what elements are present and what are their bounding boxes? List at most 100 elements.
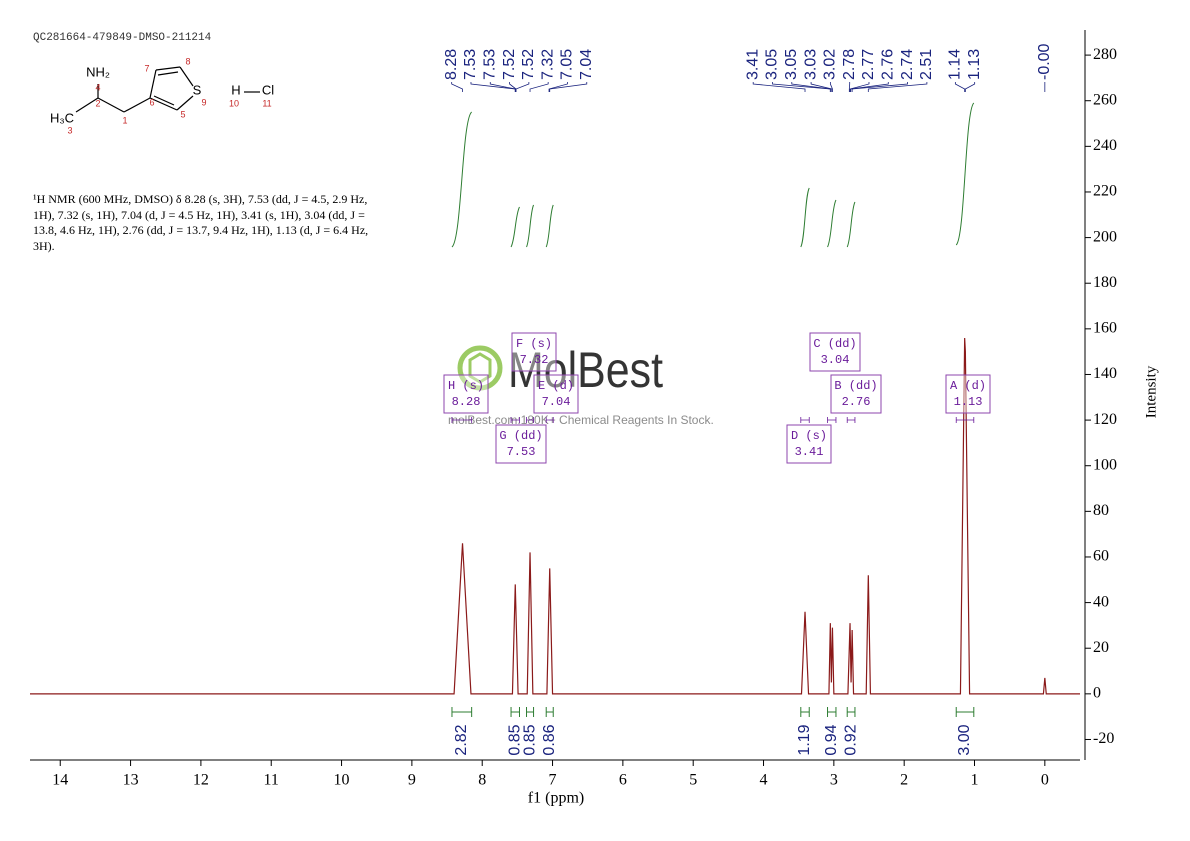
peak-connector: [849, 82, 870, 92]
peak-label: 3.05: [764, 49, 781, 80]
y-tick-label: 260: [1093, 91, 1117, 108]
peak-label: 2.77: [860, 49, 877, 80]
multiplet-bracket: [955, 417, 975, 423]
peak-label: 3.03: [802, 49, 819, 80]
peak-connector: [548, 82, 568, 92]
peak-connector: [752, 82, 806, 92]
multiplet-name: D (s): [791, 429, 827, 443]
atom-label: H₃C: [50, 110, 74, 125]
x-tick-label: 6: [619, 772, 627, 789]
peak-connector: [810, 82, 833, 92]
multiplet-bracket: [800, 417, 810, 423]
y-tick-label: 280: [1093, 46, 1117, 63]
integral-label: 0.85: [506, 724, 523, 755]
multiplet-name: F (s): [516, 337, 552, 351]
peak-label: -0.00: [1036, 43, 1053, 80]
y-tick-label: 200: [1093, 228, 1117, 245]
watermark-tagline: molBest.com:180K+ Chemical Reagents In S…: [448, 413, 714, 427]
multiplet-bracket: [827, 417, 837, 423]
peak-connector: [829, 82, 833, 92]
multiplet-shift: 3.04: [821, 353, 850, 367]
multiplet-shift: 7.53: [507, 445, 536, 459]
peak-label: 1.14: [947, 49, 964, 80]
peak-connector: [791, 82, 831, 92]
x-tick-label: 7: [549, 772, 557, 789]
peak-connector: [489, 82, 516, 92]
chart-title: QC281664-479849-DMSO-211214: [33, 32, 212, 44]
peak-connector: [867, 82, 928, 92]
y-axis-label: Intensity: [1143, 365, 1159, 418]
y-tick-label: 220: [1093, 183, 1117, 200]
integral-bracket: [510, 707, 520, 717]
peak-label: 1.13: [966, 49, 983, 80]
multiplet-shift: 2.76: [842, 395, 871, 409]
integral-bracket: [827, 707, 837, 717]
structure-bonds: [75, 66, 260, 113]
multiplet-box: [443, 374, 489, 414]
atom-label: S: [193, 82, 202, 97]
watermark-logo-hex: [468, 352, 492, 384]
integral-curve: [827, 199, 837, 248]
y-tick-label: 240: [1093, 137, 1117, 154]
peak-connector: [470, 82, 516, 92]
peak-connector: [451, 82, 463, 92]
x-tick-label: 14: [52, 772, 68, 789]
multiplet-box: [809, 332, 861, 372]
peak-label: 3.05: [783, 49, 800, 80]
multiplet-name: E (d): [538, 379, 574, 393]
integral-bracket: [800, 707, 810, 717]
integral-curve: [545, 204, 554, 248]
atom-number: 5: [180, 109, 185, 119]
peak-label: 7.53: [481, 49, 498, 80]
y-tick-label: 80: [1093, 502, 1109, 519]
peak-connector: [851, 82, 908, 92]
y-tick-label: 100: [1093, 456, 1117, 473]
x-tick-label: 9: [408, 772, 416, 789]
multiplet-name: G (dd): [499, 429, 542, 443]
x-tick-label: 12: [193, 772, 209, 789]
x-tick-label: 1: [971, 772, 979, 789]
peak-label: 7.04: [578, 49, 595, 80]
integral-bracket: [846, 707, 856, 717]
peak-connector: [954, 82, 966, 92]
integral-bracket: [955, 707, 975, 717]
integral-bracket: [451, 707, 473, 717]
x-tick-label: 8: [478, 772, 486, 789]
atom-number: 2: [95, 98, 100, 108]
integral-curve: [510, 206, 520, 248]
x-tick-label: 0: [1041, 772, 1049, 789]
integral-curve: [800, 187, 810, 248]
atom-number: 9: [201, 97, 206, 107]
multiplet-box: [945, 374, 991, 414]
multiplet-shift: 1.13: [954, 395, 983, 409]
peak-connector: [529, 82, 549, 92]
y-tick-label: 60: [1093, 548, 1109, 565]
peak-label: 7.52: [520, 49, 537, 80]
integral-curve: [526, 204, 535, 248]
multiplet-shift: 8.28: [452, 395, 481, 409]
integral-label: 0.86: [541, 724, 558, 755]
peak-connector: [850, 82, 889, 92]
spectrum-line: [30, 337, 1080, 695]
integral-curve: [451, 111, 473, 248]
peak-label: 7.53: [462, 49, 479, 80]
atom-number: 3: [67, 125, 72, 135]
multiplet-box: [830, 374, 882, 414]
integral-label: 0.94: [823, 724, 840, 755]
atom-label: H: [231, 82, 240, 97]
peak-label: 3.41: [744, 49, 761, 80]
multiplet-shift: 3.41: [795, 445, 824, 459]
integral-label: 0.85: [521, 724, 538, 755]
y-tick-label: 140: [1093, 365, 1117, 382]
integral-curve: [955, 102, 975, 246]
atom-number: 6: [149, 97, 154, 107]
atom-label: Cl: [262, 82, 274, 97]
peak-label: 7.32: [539, 49, 556, 80]
peak-connector: [964, 82, 976, 92]
multiplet-box: [786, 424, 832, 464]
atom-number: 1: [122, 115, 127, 125]
peak-label: 7.52: [501, 49, 518, 80]
integral-curve: [846, 201, 856, 248]
integral-label: 3.00: [956, 724, 973, 755]
